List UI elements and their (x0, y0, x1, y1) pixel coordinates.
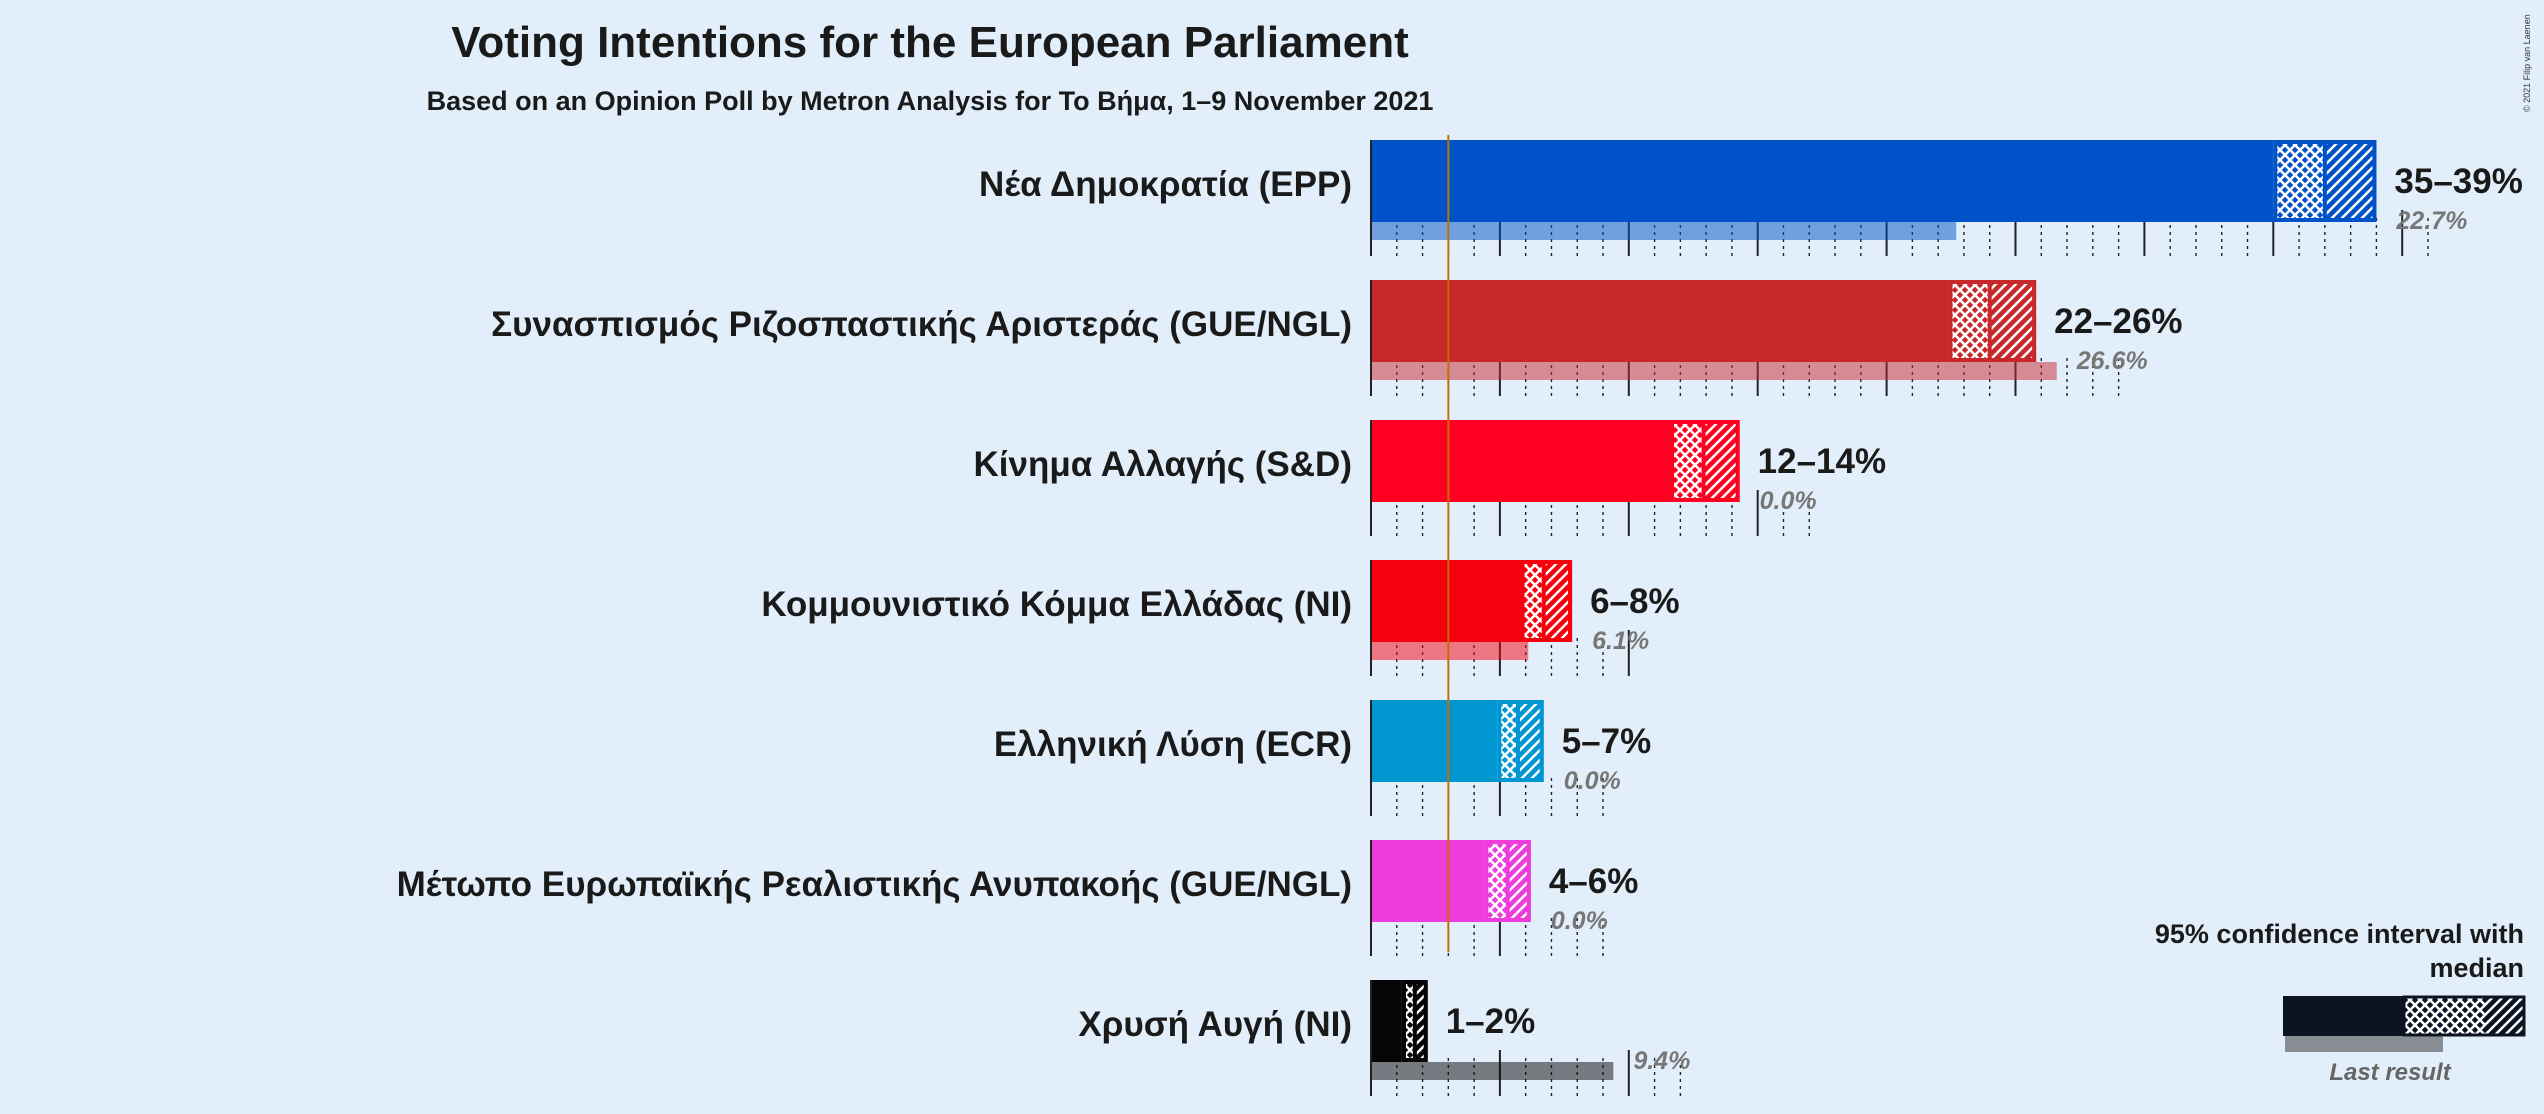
legend-graphic (2283, 995, 2526, 1052)
last-result-bar (1371, 1062, 1614, 1080)
legend-last-result-bar (2285, 1036, 2443, 1052)
bar-solid (1371, 280, 1949, 362)
ci-upper-hatch (1543, 560, 1573, 642)
range-label: 6–8% (1590, 582, 1680, 621)
range-label: 1–2% (1446, 1002, 1536, 1041)
range-label: 4–6% (1549, 862, 1639, 901)
last-result-label: 6.1% (1592, 627, 1649, 655)
range-label: 35–39% (2394, 162, 2522, 201)
chart-title: Voting Intentions for the European Parli… (451, 18, 1409, 67)
bar-solid (1371, 980, 1402, 1062)
ci-upper-hatch (2324, 140, 2377, 222)
party-row: Χρυσή Αυγή (NI) 1–2% 9.4% (1078, 980, 1690, 1096)
party-row: Ελληνική Λύση (ECR) 5–7% 0.0% (994, 700, 1651, 816)
party-row: Κομμουνιστικό Κόμμα Ελλάδας (NI) 6–8% 6.1% (761, 560, 1680, 676)
ci-lower-crosshatch (2273, 140, 2325, 222)
ci-lower-crosshatch (1948, 280, 1990, 362)
last-result-bar (1371, 362, 2057, 380)
ci-outline (1948, 280, 2037, 362)
last-result-label: 9.4% (1633, 1047, 1690, 1075)
legend-ci-upper-hatch (2485, 996, 2525, 1036)
bar-solid (1371, 700, 1498, 782)
legend-last-result-label: Last result (2329, 1059, 2451, 1086)
party-label: Κίνημα Αλλαγής (S&D) (974, 445, 1352, 484)
party-row: Κίνημα Αλλαγής (S&D) 12–14% 0.0% (974, 420, 1886, 536)
ci-upper-hatch (1703, 420, 1740, 502)
party-label: Ελληνική Λύση (ECR) (994, 725, 1352, 764)
last-result-bar (1371, 642, 1529, 660)
party-row: Νέα Δημοκρατία (EPP) 35–39% 22.7% (979, 140, 2523, 256)
legend-ci-lower-crosshatch (2403, 996, 2485, 1036)
last-result-label: 26.6% (2076, 347, 2148, 375)
bar-solid (1371, 560, 1521, 642)
bar-solid (1371, 140, 2274, 222)
range-label: 5–7% (1562, 722, 1652, 761)
party-row: Μέτωπο Ευρωπαϊκής Ρεαλιστικής Ανυπακοής … (397, 840, 1639, 956)
ci-outline (1520, 560, 1573, 642)
chart-subtitle: Based on an Opinion Poll by Metron Analy… (426, 86, 1434, 116)
party-row: Συνασπισμός Ριζοσπαστικής Αριστεράς (GUE… (491, 280, 2183, 396)
ci-upper-hatch (1507, 840, 1531, 922)
ci-upper-hatch (1989, 280, 2037, 362)
ci-upper-hatch (1517, 700, 1544, 782)
bar-solid (1371, 420, 1671, 502)
party-label: Νέα Δημοκρατία (EPP) (979, 165, 1352, 204)
last-result-label: 0.0% (1760, 487, 1817, 515)
last-result-label: 0.0% (1564, 767, 1621, 795)
range-label: 22–26% (2054, 302, 2182, 341)
party-label: Χρυσή Αυγή (NI) (1078, 1005, 1352, 1044)
ci-lower-crosshatch (1520, 560, 1544, 642)
legend-solid (2283, 996, 2403, 1036)
ci-lower-crosshatch (1497, 700, 1518, 782)
party-label: Κομμουνιστικό Κόμμα Ελλάδας (NI) (761, 585, 1352, 624)
party-label: Μέτωπο Ευρωπαϊκής Ρεαλιστικής Ανυπακοής … (397, 865, 1352, 904)
legend-title: 95% confidence interval with median (2154, 919, 2524, 983)
legend-ci-outline (2402, 995, 2526, 1037)
ci-lower-crosshatch (1670, 420, 1704, 502)
ci-lower-crosshatch (1484, 840, 1508, 922)
last-result-bar (1371, 222, 1957, 240)
range-label: 12–14% (1758, 442, 1886, 481)
party-label: Συνασπισμός Ριζοσπαστικής Αριστεράς (GUE… (491, 305, 1352, 344)
last-result-label: 0.0% (1551, 907, 1608, 935)
last-result-label: 22.7% (2395, 207, 2467, 235)
ci-outline (1497, 700, 1544, 782)
bar-solid (1371, 840, 1485, 922)
bars-layer: Νέα Δημοκρατία (EPP) 35–39% 22.7% Συνασπισμ… (397, 135, 2523, 1096)
